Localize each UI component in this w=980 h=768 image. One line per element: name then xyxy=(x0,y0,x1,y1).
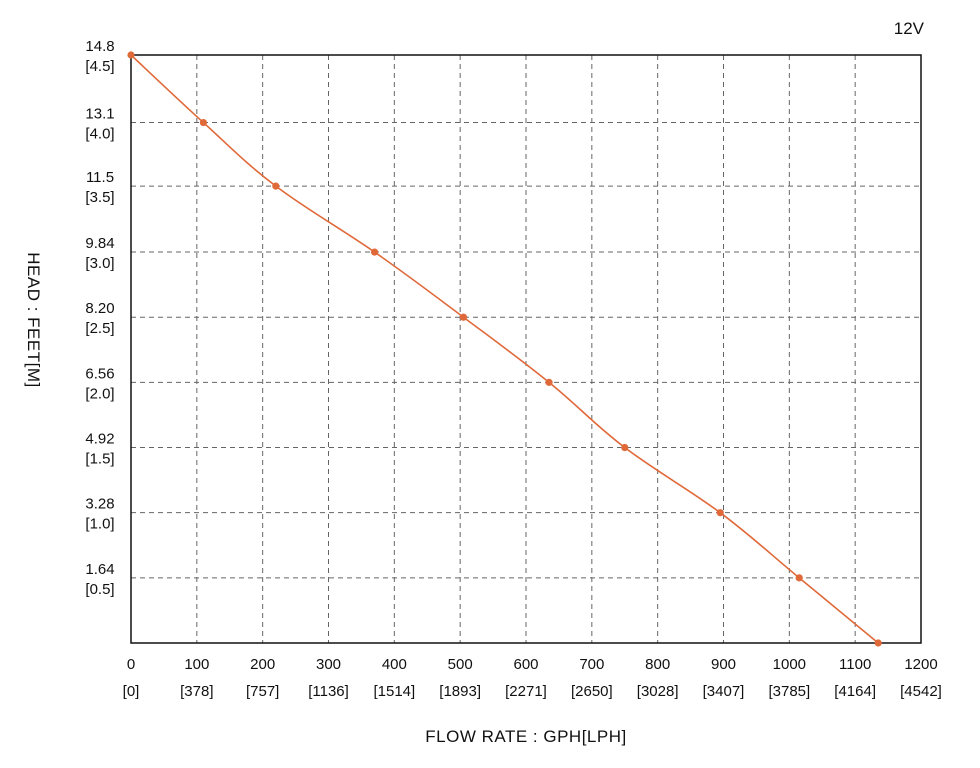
x-tick-label: 400 xyxy=(382,656,407,673)
x-tick-sublabel: [757] xyxy=(246,683,279,700)
y-tick-sublabel: [2.5] xyxy=(85,320,114,337)
y-tick-sublabel: [4.0] xyxy=(85,126,114,143)
x-tick-sublabel: [4164] xyxy=(834,683,876,700)
data-point xyxy=(621,443,629,452)
y-tick-label: 1.64 xyxy=(85,561,114,578)
y-tick-label: 13.1 xyxy=(85,106,114,123)
x-tick-label: 0 xyxy=(127,656,135,673)
data-point xyxy=(795,574,803,582)
data-point xyxy=(127,51,135,59)
series-line xyxy=(130,54,879,644)
y-tick-labels: 14.8 [4.5] 13.1 [4.0] 11.5 [3.5] 9.84 [3.0] 8.20… xyxy=(85,38,114,598)
y-tick-sublabel: [1.5] xyxy=(85,451,114,468)
y-tick-label: 8.20 xyxy=(85,300,114,317)
y-tick-label: 9.84 xyxy=(85,235,114,252)
x-tick-sublabel: [1136] xyxy=(308,683,349,700)
data-point xyxy=(874,639,882,647)
x-tick-sublabel: [3028] xyxy=(637,683,679,700)
x-tick-label: 1000 xyxy=(773,656,806,673)
y-tick-sublabel: [0.5] xyxy=(85,581,114,598)
x-tick-sublabel: [1893] xyxy=(439,683,481,700)
series-layer xyxy=(127,51,882,647)
y-tick-label: 11.5 xyxy=(86,169,114,186)
x-tick-sublabel: [3407] xyxy=(703,683,745,700)
x-tick-sublabel: [0] xyxy=(123,683,140,700)
y-tick-sublabel: [3.5] xyxy=(85,189,114,206)
x-tick-label: 500 xyxy=(448,656,473,673)
y-tick-sublabel: [4.5] xyxy=(85,58,114,75)
data-point xyxy=(370,248,379,256)
y-tick-sublabel: [3.0] xyxy=(85,255,114,272)
x-tick-label: 800 xyxy=(645,656,670,673)
y-tick-label: 3.28 xyxy=(85,496,114,513)
x-tick-label: 100 xyxy=(184,656,209,673)
x-tick-label: 300 xyxy=(316,656,341,673)
y-tick-sublabel: [2.0] xyxy=(85,385,114,402)
x-tick-label: 600 xyxy=(513,656,538,673)
data-point xyxy=(272,182,280,190)
x-tick-label: 1100 xyxy=(839,656,871,673)
plot-frame xyxy=(130,54,922,644)
grid-lines xyxy=(131,55,921,643)
y-axis-label: HEAD : FEET[M] xyxy=(24,252,43,387)
y-tick-label: 14.8 xyxy=(85,38,114,55)
x-tick-label: 900 xyxy=(711,656,736,673)
x-tick-sublabel: [378] xyxy=(180,683,213,700)
y-tick-label: 4.92 xyxy=(85,431,114,448)
data-point xyxy=(545,378,553,386)
x-tick-sublabel: [4542] xyxy=(900,683,942,700)
data-point xyxy=(459,313,468,321)
x-tick-sublabel: [3785] xyxy=(768,683,810,700)
series-label: 12V xyxy=(894,19,925,38)
x-tick-sublabel: [2271] xyxy=(505,683,547,700)
x-tick-label: 700 xyxy=(579,656,604,673)
x-tick-labels: 0 [0] 100 [378] 200 [757] 300 [1136] 400 [1514] 50… xyxy=(123,656,942,700)
x-tick-sublabel: [1514] xyxy=(373,683,415,700)
y-tick-sublabel: [1.0] xyxy=(85,516,114,533)
x-axis-label: FLOW RATE : GPH[LPH] xyxy=(425,727,626,746)
x-tick-label: 200 xyxy=(250,656,275,673)
x-tick-sublabel: [2650] xyxy=(571,683,613,700)
y-tick-label: 6.56 xyxy=(85,365,114,382)
data-point xyxy=(199,118,208,127)
x-tick-label: 1200 xyxy=(904,656,937,673)
data-point xyxy=(716,509,724,517)
